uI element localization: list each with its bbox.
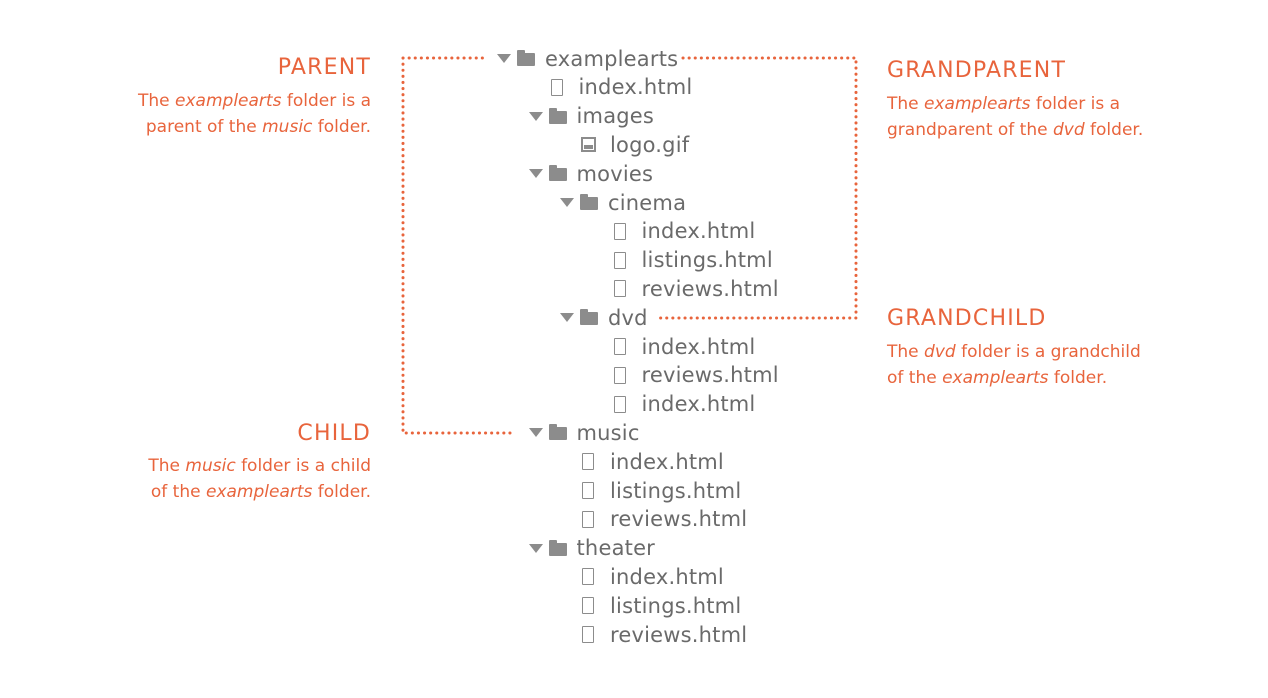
parent-description-line-2: parent of the music folder. <box>145 117 371 137</box>
file-icon <box>582 568 594 586</box>
file-row[interactable]: listings.html <box>612 246 773 275</box>
grandparent-description: The examplearts folder is a grandparent … <box>887 91 1143 143</box>
folder-icon <box>548 424 567 441</box>
tree-item-label: cinema <box>608 190 687 215</box>
file-row[interactable]: reviews.html <box>612 361 779 390</box>
tree-item-label: index.html <box>578 75 693 100</box>
file-row[interactable]: index.html <box>580 562 724 591</box>
parent-description: The examplearts folder is a parent of th… <box>138 88 371 140</box>
tree-item-label: examplearts <box>545 46 679 71</box>
file-icon <box>613 251 626 269</box>
folder-row[interactable]: movies <box>528 159 654 188</box>
file-icon <box>582 482 594 499</box>
tree-item-label: reviews.html <box>641 276 779 301</box>
folder-row[interactable]: images <box>528 102 655 131</box>
file-icon <box>613 280 626 298</box>
tree-item-label: index.html <box>641 392 756 417</box>
tree-item-label: index.html <box>641 334 756 359</box>
grandchild-description-line-1: The dvd folder is a grandchild <box>887 342 1141 362</box>
folder-icon <box>580 194 598 210</box>
parent-title: PARENT <box>277 55 371 80</box>
grandchild-description: The dvd folder is a grandchild of the ex… <box>887 339 1141 391</box>
tree-item-label: index.html <box>641 219 756 244</box>
tree-item-label: reviews.html <box>610 622 748 647</box>
grandparent-title: GRANDPARENT <box>887 58 1067 83</box>
file-icon <box>582 510 594 528</box>
tree-item-label: listings.html <box>610 478 742 503</box>
folder-row[interactable]: examplearts <box>497 44 678 73</box>
expand-arrow-icon[interactable] <box>528 169 543 179</box>
file-icon <box>582 453 594 471</box>
file-row[interactable]: listings.html <box>580 476 741 505</box>
file-row[interactable]: reviews.html <box>612 274 779 303</box>
expand-arrow-icon[interactable] <box>560 313 574 323</box>
file-row[interactable]: index.html <box>612 332 756 361</box>
file-icon <box>582 597 594 615</box>
file-icon <box>613 395 626 413</box>
file-icon <box>613 222 626 240</box>
tree-item-label: images <box>576 104 655 129</box>
file-row[interactable]: logo.gif <box>580 130 689 159</box>
tree-item-label: reviews.html <box>641 363 779 388</box>
folder-icon <box>548 539 567 556</box>
file-row[interactable]: index.html <box>612 217 756 246</box>
file-icon <box>613 366 626 384</box>
tree-item-label: index.html <box>610 564 724 589</box>
grandparent-description-line-1: The examplearts folder is a <box>887 94 1120 114</box>
file-row[interactable]: index.html <box>549 73 693 102</box>
grandparent-description-line-2: grandparent of the dvd folder. <box>887 120 1144 140</box>
parent-child-connector <box>401 56 518 435</box>
tree-item-label: reviews.html <box>610 507 748 532</box>
file-row[interactable]: reviews.html <box>580 620 747 649</box>
expand-arrow-icon[interactable] <box>528 543 543 553</box>
folder-icon <box>548 165 567 182</box>
tree-item-label: music <box>576 420 640 445</box>
file-row[interactable]: listings.html <box>580 591 741 620</box>
image-file-icon <box>581 137 596 153</box>
child-title: CHILD <box>297 421 371 446</box>
child-description-line-2: of the examplearts folder. <box>150 482 371 502</box>
file-row[interactable]: index.html <box>580 447 724 476</box>
expand-arrow-icon[interactable] <box>497 54 511 63</box>
folder-row[interactable]: dvd <box>560 303 648 332</box>
tree-item-label: listings.html <box>610 593 742 618</box>
expand-arrow-icon[interactable] <box>528 428 543 438</box>
folder-row[interactable]: theater <box>528 534 656 563</box>
tree-item-label: dvd <box>608 305 648 330</box>
folder-row[interactable]: music <box>528 418 640 447</box>
grandparent-grandchild-connector <box>658 56 858 320</box>
file-row[interactable]: reviews.html <box>580 505 747 534</box>
folder-row[interactable]: cinema <box>560 188 686 217</box>
child-description: The music folder is a child of the examp… <box>148 453 371 505</box>
tree-item-label: logo.gif <box>610 132 690 157</box>
parent-description-line-1: The examplearts folder is a <box>138 91 371 111</box>
child-description-line-1: The music folder is a child <box>148 456 371 476</box>
tree-item-label: theater <box>576 536 656 561</box>
expand-arrow-icon[interactable] <box>560 198 574 207</box>
expand-arrow-icon[interactable] <box>528 111 543 121</box>
folder-icon <box>580 309 598 326</box>
tree-item-label: listings.html <box>641 248 773 273</box>
grandchild-description-line-2: of the examplearts folder. <box>887 368 1108 388</box>
file-icon <box>550 78 563 96</box>
tree-item-label: movies <box>576 161 654 186</box>
file-icon <box>613 338 626 355</box>
folder-icon <box>517 50 535 66</box>
file-icon <box>582 626 594 643</box>
tree-item-label: index.html <box>610 449 724 474</box>
file-row[interactable]: index.html <box>612 390 756 419</box>
folder-icon <box>548 107 567 124</box>
grandchild-title: GRANDCHILD <box>887 306 1047 331</box>
